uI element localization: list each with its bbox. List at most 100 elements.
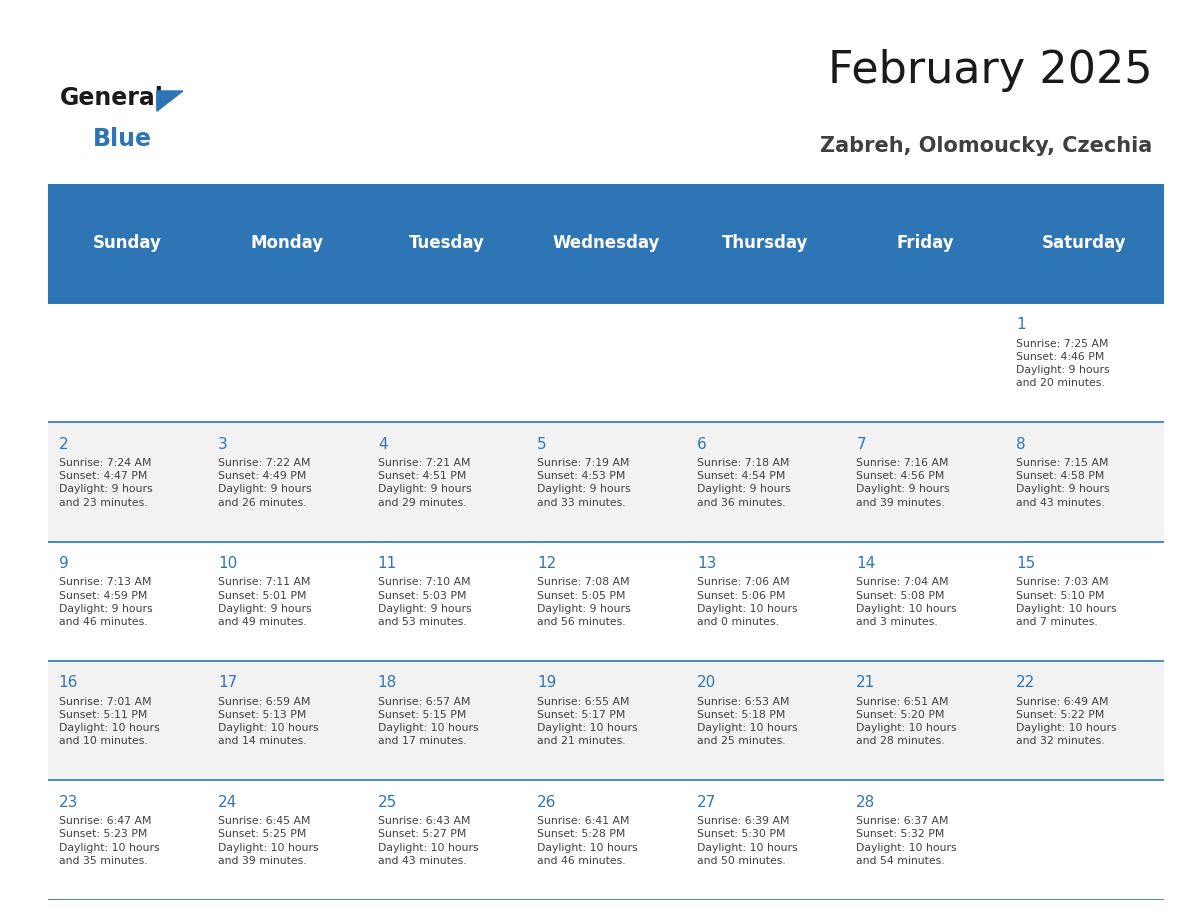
- FancyBboxPatch shape: [48, 542, 207, 661]
- FancyBboxPatch shape: [207, 422, 367, 542]
- Text: Sunrise: 7:15 AM
Sunset: 4:58 PM
Daylight: 9 hours
and 43 minutes.: Sunrise: 7:15 AM Sunset: 4:58 PM Dayligh…: [1016, 458, 1110, 508]
- FancyBboxPatch shape: [845, 780, 1005, 900]
- Text: 28: 28: [857, 795, 876, 810]
- Text: 6: 6: [697, 437, 707, 452]
- FancyBboxPatch shape: [685, 422, 845, 542]
- FancyBboxPatch shape: [526, 542, 685, 661]
- Text: 11: 11: [378, 556, 397, 571]
- Text: 10: 10: [219, 556, 238, 571]
- Text: 24: 24: [219, 795, 238, 810]
- Text: February 2025: February 2025: [828, 49, 1152, 92]
- FancyBboxPatch shape: [48, 422, 207, 542]
- FancyBboxPatch shape: [1005, 780, 1164, 900]
- Text: Sunrise: 7:04 AM
Sunset: 5:08 PM
Daylight: 10 hours
and 3 minutes.: Sunrise: 7:04 AM Sunset: 5:08 PM Dayligh…: [857, 577, 958, 627]
- Text: 1: 1: [1016, 318, 1025, 332]
- Polygon shape: [157, 91, 183, 111]
- Text: Blue: Blue: [93, 128, 152, 151]
- Text: Sunrise: 7:11 AM
Sunset: 5:01 PM
Daylight: 9 hours
and 49 minutes.: Sunrise: 7:11 AM Sunset: 5:01 PM Dayligh…: [219, 577, 311, 627]
- FancyBboxPatch shape: [526, 422, 685, 542]
- Text: Sunrise: 7:10 AM
Sunset: 5:03 PM
Daylight: 9 hours
and 53 minutes.: Sunrise: 7:10 AM Sunset: 5:03 PM Dayligh…: [378, 577, 472, 627]
- Text: Sunrise: 7:01 AM
Sunset: 5:11 PM
Daylight: 10 hours
and 10 minutes.: Sunrise: 7:01 AM Sunset: 5:11 PM Dayligh…: [58, 697, 159, 746]
- Text: Sunrise: 7:08 AM
Sunset: 5:05 PM
Daylight: 9 hours
and 56 minutes.: Sunrise: 7:08 AM Sunset: 5:05 PM Dayligh…: [537, 577, 631, 627]
- FancyBboxPatch shape: [207, 661, 367, 780]
- Text: 18: 18: [378, 676, 397, 690]
- FancyBboxPatch shape: [1005, 661, 1164, 780]
- Text: Sunrise: 7:18 AM
Sunset: 4:54 PM
Daylight: 9 hours
and 36 minutes.: Sunrise: 7:18 AM Sunset: 4:54 PM Dayligh…: [697, 458, 790, 508]
- Text: Tuesday: Tuesday: [409, 234, 485, 252]
- Text: 20: 20: [697, 676, 716, 690]
- FancyBboxPatch shape: [207, 303, 367, 422]
- Text: 8: 8: [1016, 437, 1025, 452]
- FancyBboxPatch shape: [845, 661, 1005, 780]
- Text: Sunrise: 6:57 AM
Sunset: 5:15 PM
Daylight: 10 hours
and 17 minutes.: Sunrise: 6:57 AM Sunset: 5:15 PM Dayligh…: [378, 697, 479, 746]
- Text: Sunrise: 6:51 AM
Sunset: 5:20 PM
Daylight: 10 hours
and 28 minutes.: Sunrise: 6:51 AM Sunset: 5:20 PM Dayligh…: [857, 697, 958, 746]
- Text: 13: 13: [697, 556, 716, 571]
- Text: Sunrise: 6:41 AM
Sunset: 5:28 PM
Daylight: 10 hours
and 46 minutes.: Sunrise: 6:41 AM Sunset: 5:28 PM Dayligh…: [537, 816, 638, 866]
- Text: 12: 12: [537, 556, 556, 571]
- Text: 19: 19: [537, 676, 557, 690]
- FancyBboxPatch shape: [48, 303, 207, 422]
- FancyBboxPatch shape: [367, 661, 526, 780]
- Text: Sunrise: 7:24 AM
Sunset: 4:47 PM
Daylight: 9 hours
and 23 minutes.: Sunrise: 7:24 AM Sunset: 4:47 PM Dayligh…: [58, 458, 152, 508]
- Text: Monday: Monday: [251, 234, 323, 252]
- Text: Sunrise: 7:25 AM
Sunset: 4:46 PM
Daylight: 9 hours
and 20 minutes.: Sunrise: 7:25 AM Sunset: 4:46 PM Dayligh…: [1016, 339, 1110, 388]
- FancyBboxPatch shape: [845, 542, 1005, 661]
- FancyBboxPatch shape: [1005, 422, 1164, 542]
- Text: 21: 21: [857, 676, 876, 690]
- Text: Sunrise: 6:55 AM
Sunset: 5:17 PM
Daylight: 10 hours
and 21 minutes.: Sunrise: 6:55 AM Sunset: 5:17 PM Dayligh…: [537, 697, 638, 746]
- Text: 15: 15: [1016, 556, 1035, 571]
- Text: Sunrise: 6:49 AM
Sunset: 5:22 PM
Daylight: 10 hours
and 32 minutes.: Sunrise: 6:49 AM Sunset: 5:22 PM Dayligh…: [1016, 697, 1117, 746]
- Text: Sunrise: 6:47 AM
Sunset: 5:23 PM
Daylight: 10 hours
and 35 minutes.: Sunrise: 6:47 AM Sunset: 5:23 PM Dayligh…: [58, 816, 159, 866]
- FancyBboxPatch shape: [526, 661, 685, 780]
- Text: General: General: [59, 86, 163, 110]
- Text: Sunrise: 7:06 AM
Sunset: 5:06 PM
Daylight: 10 hours
and 0 minutes.: Sunrise: 7:06 AM Sunset: 5:06 PM Dayligh…: [697, 577, 797, 627]
- FancyBboxPatch shape: [367, 780, 526, 900]
- Text: Sunrise: 7:22 AM
Sunset: 4:49 PM
Daylight: 9 hours
and 26 minutes.: Sunrise: 7:22 AM Sunset: 4:49 PM Dayligh…: [219, 458, 311, 508]
- Text: 27: 27: [697, 795, 716, 810]
- FancyBboxPatch shape: [48, 780, 207, 900]
- Text: Thursday: Thursday: [722, 234, 809, 252]
- FancyBboxPatch shape: [48, 184, 1164, 303]
- Text: Sunday: Sunday: [93, 234, 162, 252]
- FancyBboxPatch shape: [685, 780, 845, 900]
- FancyBboxPatch shape: [1005, 303, 1164, 422]
- Text: 4: 4: [378, 437, 387, 452]
- FancyBboxPatch shape: [367, 542, 526, 661]
- Text: 17: 17: [219, 676, 238, 690]
- FancyBboxPatch shape: [1005, 542, 1164, 661]
- Text: Sunrise: 7:19 AM
Sunset: 4:53 PM
Daylight: 9 hours
and 33 minutes.: Sunrise: 7:19 AM Sunset: 4:53 PM Dayligh…: [537, 458, 631, 508]
- Text: Sunrise: 7:21 AM
Sunset: 4:51 PM
Daylight: 9 hours
and 29 minutes.: Sunrise: 7:21 AM Sunset: 4:51 PM Dayligh…: [378, 458, 472, 508]
- FancyBboxPatch shape: [367, 303, 526, 422]
- FancyBboxPatch shape: [685, 542, 845, 661]
- Text: Sunrise: 6:45 AM
Sunset: 5:25 PM
Daylight: 10 hours
and 39 minutes.: Sunrise: 6:45 AM Sunset: 5:25 PM Dayligh…: [219, 816, 318, 866]
- Text: Sunrise: 7:16 AM
Sunset: 4:56 PM
Daylight: 9 hours
and 39 minutes.: Sunrise: 7:16 AM Sunset: 4:56 PM Dayligh…: [857, 458, 950, 508]
- Text: Sunrise: 6:53 AM
Sunset: 5:18 PM
Daylight: 10 hours
and 25 minutes.: Sunrise: 6:53 AM Sunset: 5:18 PM Dayligh…: [697, 697, 797, 746]
- FancyBboxPatch shape: [685, 661, 845, 780]
- FancyBboxPatch shape: [526, 303, 685, 422]
- Text: Zabreh, Olomoucky, Czechia: Zabreh, Olomoucky, Czechia: [820, 136, 1152, 156]
- Text: Sunrise: 7:13 AM
Sunset: 4:59 PM
Daylight: 9 hours
and 46 minutes.: Sunrise: 7:13 AM Sunset: 4:59 PM Dayligh…: [58, 577, 152, 627]
- FancyBboxPatch shape: [845, 422, 1005, 542]
- Text: 22: 22: [1016, 676, 1035, 690]
- FancyBboxPatch shape: [207, 780, 367, 900]
- Text: Sunrise: 6:39 AM
Sunset: 5:30 PM
Daylight: 10 hours
and 50 minutes.: Sunrise: 6:39 AM Sunset: 5:30 PM Dayligh…: [697, 816, 797, 866]
- Text: Sunrise: 6:43 AM
Sunset: 5:27 PM
Daylight: 10 hours
and 43 minutes.: Sunrise: 6:43 AM Sunset: 5:27 PM Dayligh…: [378, 816, 479, 866]
- Text: 7: 7: [857, 437, 866, 452]
- FancyBboxPatch shape: [526, 780, 685, 900]
- Text: Saturday: Saturday: [1042, 234, 1126, 252]
- Text: Sunrise: 7:03 AM
Sunset: 5:10 PM
Daylight: 10 hours
and 7 minutes.: Sunrise: 7:03 AM Sunset: 5:10 PM Dayligh…: [1016, 577, 1117, 627]
- FancyBboxPatch shape: [48, 661, 207, 780]
- Text: 23: 23: [58, 795, 78, 810]
- FancyBboxPatch shape: [685, 303, 845, 422]
- Text: Sunrise: 6:37 AM
Sunset: 5:32 PM
Daylight: 10 hours
and 54 minutes.: Sunrise: 6:37 AM Sunset: 5:32 PM Dayligh…: [857, 816, 958, 866]
- Text: Friday: Friday: [896, 234, 954, 252]
- FancyBboxPatch shape: [845, 303, 1005, 422]
- Text: 25: 25: [378, 795, 397, 810]
- FancyBboxPatch shape: [367, 422, 526, 542]
- Text: 2: 2: [58, 437, 69, 452]
- FancyBboxPatch shape: [207, 542, 367, 661]
- Text: 16: 16: [58, 676, 78, 690]
- Text: 26: 26: [537, 795, 557, 810]
- Text: Wednesday: Wednesday: [552, 234, 659, 252]
- Text: 9: 9: [58, 556, 69, 571]
